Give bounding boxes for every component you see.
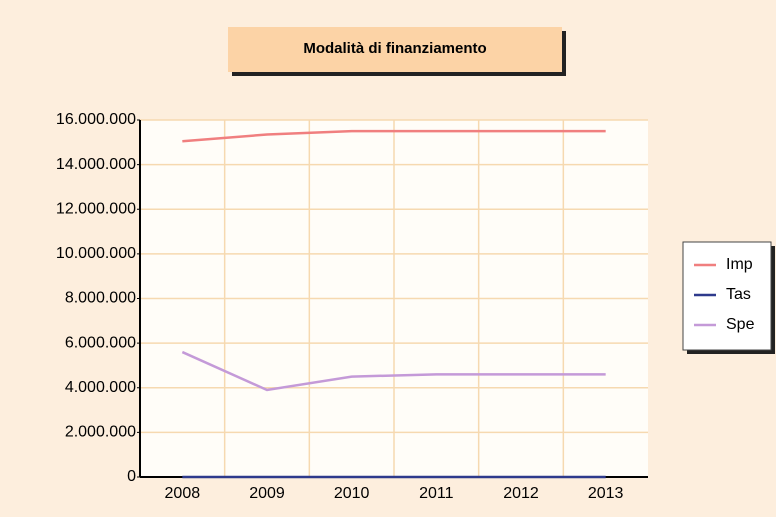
x-tick-label: 2012 bbox=[503, 485, 539, 502]
legend-label: Tas bbox=[726, 286, 751, 303]
y-tick-label: 16.000.000 bbox=[56, 111, 136, 128]
y-tick-label: 6.000.000 bbox=[65, 334, 136, 351]
line-series bbox=[182, 129, 606, 143]
x-tick-label: 2010 bbox=[334, 485, 370, 502]
title-box bbox=[228, 27, 562, 72]
y-tick-label: 12.000.000 bbox=[56, 200, 136, 217]
y-tick-label: 4.000.000 bbox=[65, 379, 136, 396]
y-tick-label: 14.000.000 bbox=[56, 156, 136, 173]
y-tick-label: 8.000.000 bbox=[65, 290, 136, 307]
y-tick-label: 2.000.000 bbox=[65, 424, 136, 441]
y-tick-label: 0 bbox=[127, 468, 136, 485]
chart-title: Modalità di finanziamento bbox=[303, 40, 486, 57]
line-series bbox=[181, 350, 606, 392]
y-tick-label: 10.000.000 bbox=[56, 245, 136, 262]
x-tick-label: 2009 bbox=[249, 485, 285, 502]
legend-label: Imp bbox=[726, 256, 753, 273]
legend-label: Spe bbox=[726, 316, 755, 333]
x-tick-label: 2008 bbox=[165, 485, 201, 502]
x-tick-label: 2013 bbox=[588, 485, 624, 502]
x-tick-label: 2011 bbox=[419, 485, 454, 502]
